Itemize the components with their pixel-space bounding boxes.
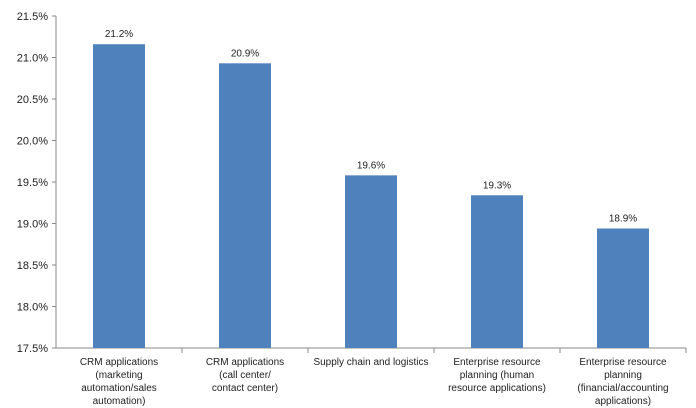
category-label: Supply chain and logistics xyxy=(313,357,428,368)
y-tick-label: 20.0% xyxy=(17,136,48,148)
y-tick-label: 21.5% xyxy=(17,11,48,23)
y-tick-label: 20.5% xyxy=(17,94,48,106)
y-tick-label: 17.5% xyxy=(17,343,48,355)
bar xyxy=(219,63,271,349)
category-label: Enterprise resource planning (financial/ac… xyxy=(577,357,668,407)
bar xyxy=(597,228,649,348)
category-label: Enterprise resource planning (human resour… xyxy=(448,357,546,394)
data-label: 19.3% xyxy=(483,180,511,191)
data-label: 19.6% xyxy=(357,160,385,171)
bars xyxy=(93,44,649,349)
y-tick-label: 18.5% xyxy=(17,260,48,272)
category-label: CRM applications (marketing automation/sal… xyxy=(80,357,158,407)
data-label: 20.9% xyxy=(231,48,259,59)
data-labels: 21.2% 20.9% 19.6% 19.3% 18.9% xyxy=(105,29,637,224)
y-tick-label: 18.0% xyxy=(17,302,48,314)
data-label: 18.9% xyxy=(609,213,637,224)
category-label: CRM applications (call center/contact cen… xyxy=(206,357,284,394)
data-label: 21.2% xyxy=(105,29,133,40)
bar xyxy=(471,195,523,348)
y-tick-label: 19.0% xyxy=(17,219,48,231)
y-axis: 17.5% 18.0% 18.5% 19.0% 19.5% 20.0% 20.5% 21.0%… xyxy=(17,11,686,355)
y-tick-label: 19.5% xyxy=(17,177,48,189)
x-axis-categories: CRM applications (marketing automation/sal… xyxy=(80,348,687,407)
bar xyxy=(93,44,145,348)
bar xyxy=(345,175,397,348)
y-tick-label: 21.0% xyxy=(17,53,48,65)
